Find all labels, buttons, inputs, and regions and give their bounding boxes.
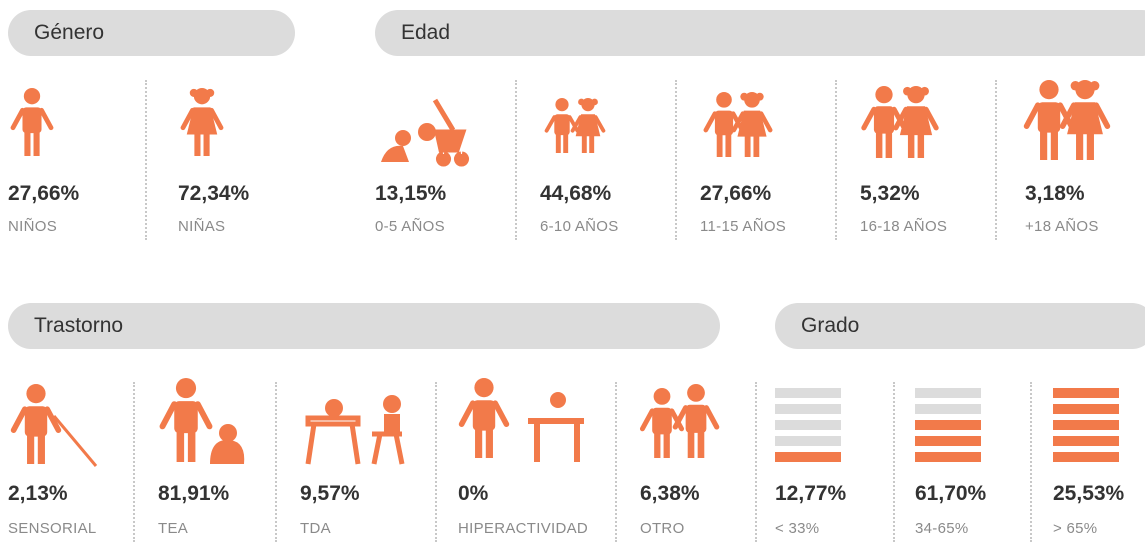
section-header: Edad: [375, 10, 1145, 56]
stat-label: 34-65%: [915, 520, 969, 537]
icon: [1025, 80, 1145, 170]
icon: [700, 80, 830, 170]
stat-value: 0%: [458, 482, 488, 506]
stat-label: > 65%: [1053, 520, 1097, 537]
stat-label: 16-18 AÑOS: [860, 218, 947, 235]
separator: [435, 382, 437, 542]
stat-value: 9,57%: [300, 482, 360, 506]
separator: [145, 80, 147, 240]
icon: [860, 80, 990, 170]
stat-label: SENSORIAL: [8, 520, 97, 537]
icon: [8, 378, 138, 468]
stat-value: 25,53%: [1053, 482, 1124, 506]
separator: [615, 382, 617, 542]
section-header: Trastorno: [8, 303, 720, 349]
stat-value: 2,13%: [8, 482, 68, 506]
stat-value: 27,66%: [700, 182, 771, 206]
separator: [995, 80, 997, 240]
stat-label: NIÑAS: [178, 218, 225, 235]
page: Género 27,66% NIÑOS 72,34% NIÑAS Edad 13,15% 0-…: [0, 0, 1145, 541]
section-header: Género: [8, 10, 295, 56]
icon: [915, 388, 1045, 478]
stat-value: 61,70%: [915, 482, 986, 506]
stat-value: 44,68%: [540, 182, 611, 206]
stat-value: 6,38%: [640, 482, 700, 506]
stat-value: 13,15%: [375, 182, 446, 206]
stat-label: NIÑOS: [8, 218, 57, 235]
stat-value: 27,66%: [8, 182, 79, 206]
icon: [158, 378, 288, 468]
stat-value: 12,77%: [775, 482, 846, 506]
icon: [640, 378, 770, 468]
icon: [540, 80, 670, 170]
stat-label: 0-5 AÑOS: [375, 218, 445, 235]
stat-value: 72,34%: [178, 182, 249, 206]
icon: [1053, 388, 1145, 478]
icon: [375, 80, 505, 170]
separator: [675, 80, 677, 240]
separator: [755, 382, 757, 542]
stat-label: < 33%: [775, 520, 819, 537]
stat-value: 81,91%: [158, 482, 229, 506]
stat-label: 11-15 AÑOS: [700, 218, 786, 235]
icon: [300, 378, 430, 468]
separator: [515, 80, 517, 240]
stat-value: 3,18%: [1025, 182, 1085, 206]
stat-label: +18 AÑOS: [1025, 218, 1099, 235]
icon: [775, 388, 905, 478]
section-header: Grado: [775, 303, 1145, 349]
stat-label: OTRO: [640, 520, 685, 537]
stat-label: TDA: [300, 520, 331, 537]
stat-label: TEA: [158, 520, 188, 537]
stat-value: 5,32%: [860, 182, 920, 206]
icon: [458, 378, 588, 468]
separator: [835, 80, 837, 240]
icon: [8, 80, 138, 170]
icon: [178, 80, 308, 170]
stat-label: HIPERACTIVIDAD: [458, 520, 588, 537]
stat-label: 6-10 AÑOS: [540, 218, 619, 235]
